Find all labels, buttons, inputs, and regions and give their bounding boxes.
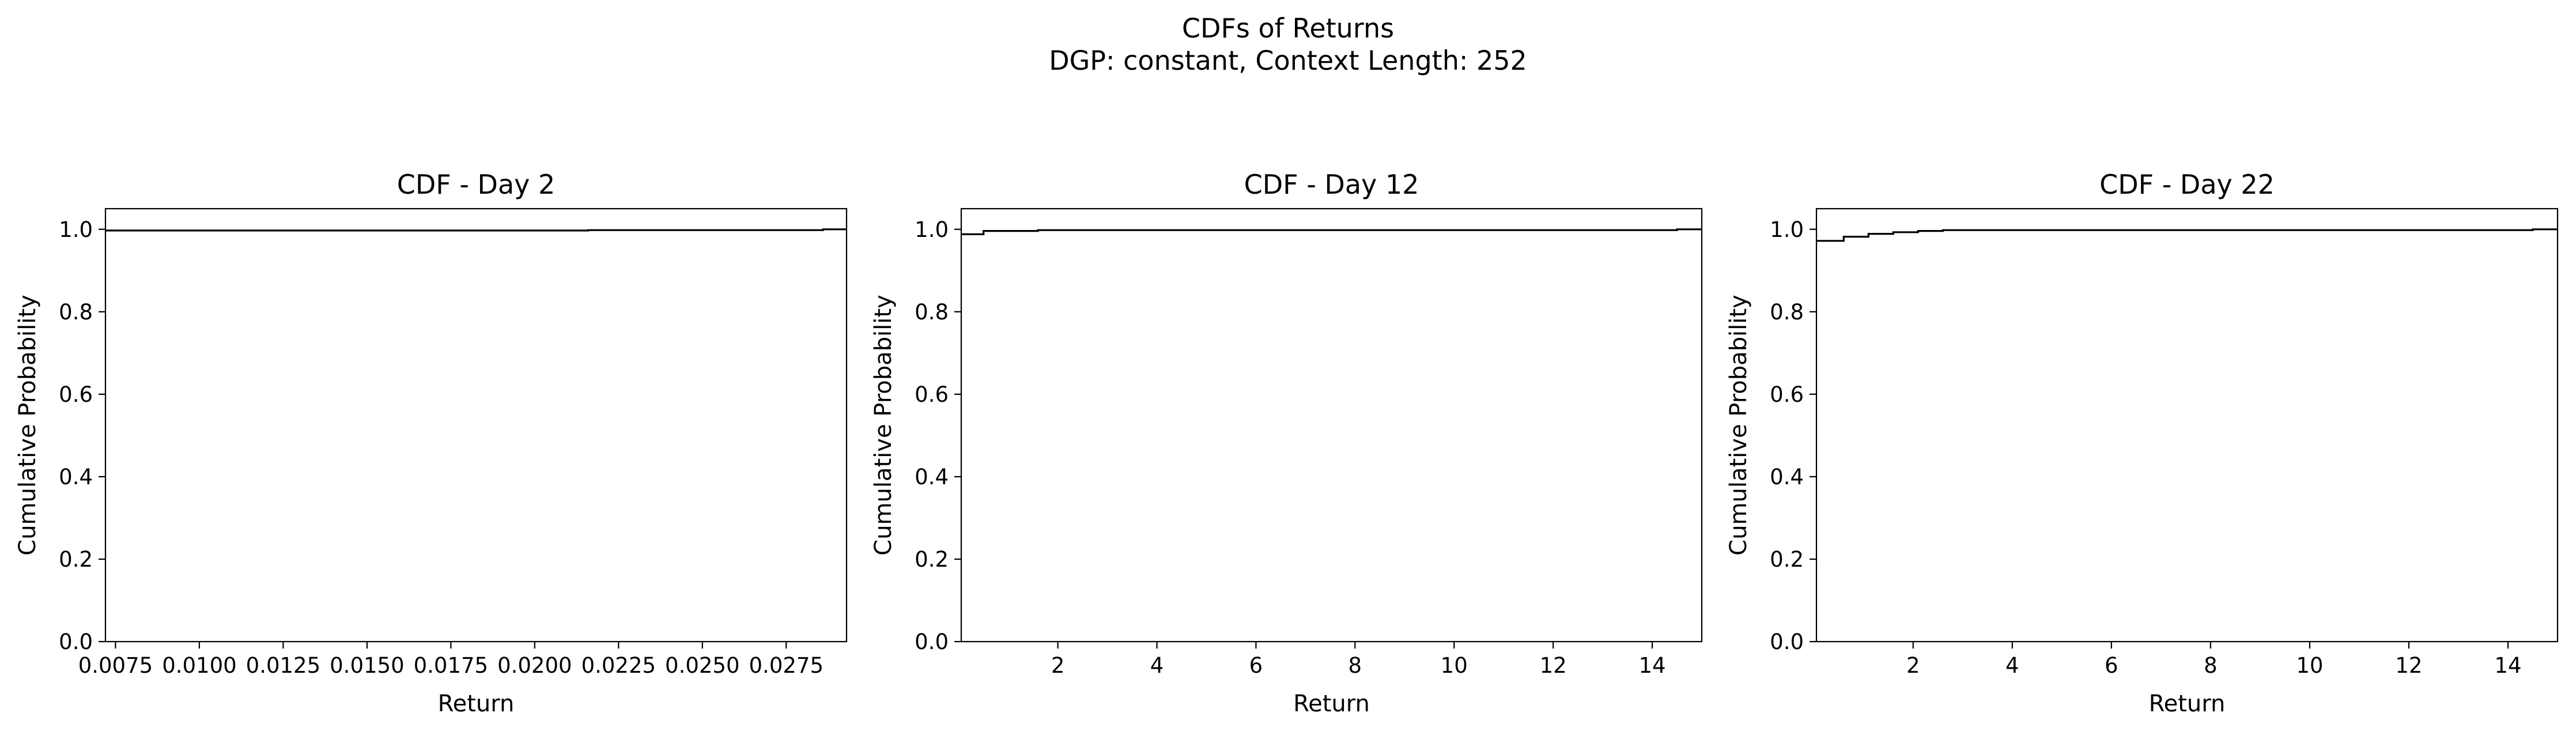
x-tick-label: 8 [2204,653,2218,678]
x-tick-label: 14 [1639,653,1666,678]
y-tick-label: 0.8 [59,300,93,325]
axes-frame [104,208,848,643]
x-tick-label: 6 [1249,653,1263,678]
y-tick-label: 0.4 [915,465,949,489]
y-axis-label: Cumulative Probability [870,295,897,555]
y-tick-label: 0.8 [915,300,949,325]
y-tick-label: 0.6 [1770,382,1804,407]
y-tick-label: 0.0 [1770,630,1804,654]
y-tick-label: 0.4 [1770,465,1804,489]
subplot-title: CDF - Day 22 [2099,169,2275,200]
subplot-2: CDF - Day 12 0.0 0.2 0.4 0.6 0.8 1.0 2 4 6 8 10 12 14… [870,169,1703,717]
x-tick-label: 2 [1906,653,1920,678]
subplot-1: CDF - Day 2 0.0 0.2 0.4 0.6 0.8 1.0 0.0075 0.010… [14,169,848,717]
subplot-title: CDF - Day 2 [397,169,556,200]
x-tick-label: 0.0175 [414,653,488,678]
y-tick-label: 0.2 [915,547,949,572]
cdf-step-line [105,228,847,232]
y-tick-label: 1.0 [59,217,93,242]
x-tick-label: 0.0275 [749,653,824,678]
x-tick-label: 0.0250 [665,653,739,678]
y-tick-label: 0.2 [1770,547,1804,572]
x-tick-label: 4 [2005,653,2019,678]
subplot-title: CDF - Day 12 [1244,169,1419,200]
y-tick-label: 0.2 [59,547,93,572]
y-tick-label: 0.0 [59,630,93,654]
x-tick-label: 12 [2395,653,2422,678]
figure-subtitle: DGP: constant, Context Length: 252 [1049,45,1527,76]
x-tick-label: 14 [2494,653,2521,678]
x-axis-label: Return [2149,691,2226,717]
y-tick-label: 1.0 [915,217,949,242]
x-tick-label: 8 [1349,653,1362,678]
x-tick-label: 2 [1051,653,1065,678]
axes-frame [1815,208,2559,643]
x-tick-label: 0.0225 [581,653,656,678]
axes-frame [960,208,1703,643]
cdf-step-line [961,228,1702,235]
x-tick-label: 10 [2296,653,2323,678]
x-tick-label: 12 [1540,653,1567,678]
x-tick-label: 10 [1441,653,1468,678]
y-tick-label: 1.0 [1770,217,1804,242]
x-tick-label: 0.0100 [162,653,236,678]
cdf-step-line [1816,228,2558,242]
x-tick-label: 6 [2105,653,2118,678]
subplot-3: CDF - Day 22 0.0 0.2 0.4 0.6 0.8 1.0 2 4 6 8 10 12 14… [1725,169,2559,717]
x-tick-label: 0.0200 [497,653,572,678]
y-tick-label: 0.6 [915,382,949,407]
x-tick-label: 0.0075 [78,653,153,678]
y-axis-label: Cumulative Probability [14,295,41,555]
x-axis-label: Return [1293,691,1370,717]
y-axis-label: Cumulative Probability [1725,295,1752,555]
x-axis-label: Return [438,691,515,717]
y-tick-label: 0.0 [915,630,949,654]
figure-title: CDFs of Returns [1181,13,1395,44]
x-tick-label: 0.0125 [246,653,320,678]
y-tick-label: 0.8 [1770,300,1804,325]
x-tick-label: 0.0150 [330,653,404,678]
x-tick-label: 4 [1150,653,1164,678]
y-tick-label: 0.4 [59,465,93,489]
y-tick-label: 0.6 [59,382,93,407]
